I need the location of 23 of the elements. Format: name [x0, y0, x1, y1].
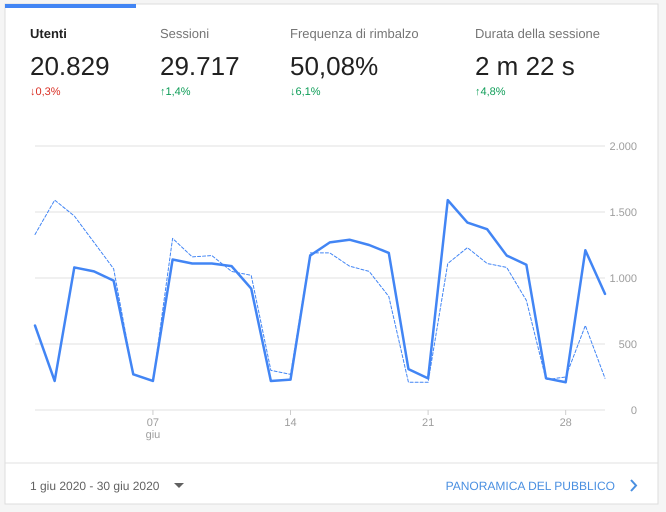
x-tick-label: 14 — [284, 417, 297, 429]
text: ↓6,1% — [290, 86, 321, 98]
text: PANORAMICA DEL PUBBLICO — [446, 479, 615, 493]
y-tick-label: 500 — [618, 339, 637, 351]
text: 20.829 — [30, 51, 110, 81]
text: Sessioni — [160, 26, 210, 41]
y-tick-label: 0 — [630, 405, 637, 417]
text: 2 m 22 s — [475, 51, 575, 81]
text: Utenti — [30, 26, 67, 41]
x-tick-label: 07 giu — [146, 417, 160, 441]
text: 1 giu 2020 - 30 giu 2020 — [30, 479, 160, 493]
text: 50,08% — [290, 51, 378, 81]
y-tick-label: 1.500 — [609, 207, 637, 219]
y-tick-label: 1.000 — [609, 273, 637, 285]
y-tick-label: 2.000 — [609, 141, 637, 153]
text: ↑4,8% — [475, 86, 506, 98]
text: Frequenza di rimbalzo — [290, 26, 419, 41]
text: ↑1,4% — [160, 86, 191, 98]
text: 29.717 — [160, 51, 240, 81]
text: ↓0,3% — [30, 86, 61, 98]
text: Durata della sessione — [475, 26, 600, 41]
x-tick-label: 21 — [422, 417, 434, 429]
x-tick-label: 28 — [560, 417, 572, 429]
